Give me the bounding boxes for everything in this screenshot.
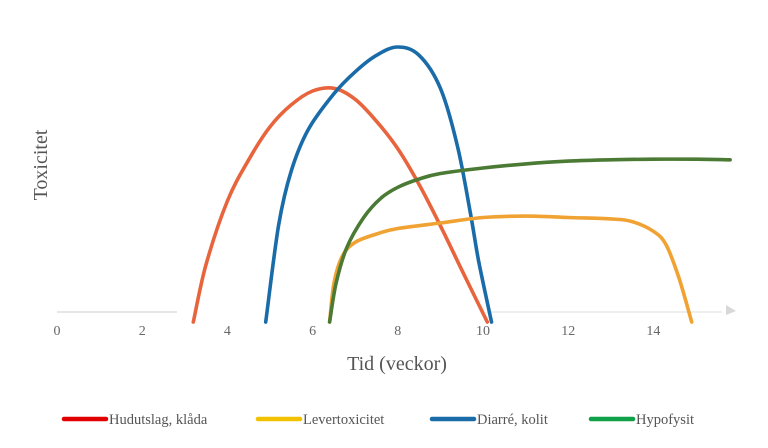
legend-item: Hypofysit — [588, 412, 694, 428]
legend: Hudutslag, klåda Levertoxicitet Diarré, ko… — [61, 412, 694, 428]
legend-item: Levertoxicitet — [255, 412, 384, 428]
x-axis-title: Tid (veckor) — [347, 353, 447, 375]
x-tick-label: 4 — [224, 324, 231, 339]
x-tick-label: 14 — [646, 324, 660, 339]
series-line-1 — [191, 85, 490, 324]
x-tick-label: 0 — [54, 324, 61, 339]
x-tick-label: 12 — [561, 324, 575, 339]
x-tick-label: 8 — [394, 324, 401, 339]
x-tick-labels: 0 2 4 6 8 10 12 14 — [54, 324, 661, 339]
x-tick-label: 2 — [139, 324, 146, 339]
legend-label: Levertoxicitet — [303, 412, 384, 428]
legend-item: Hudutslag, klåda — [61, 412, 208, 428]
plot-lines — [191, 45, 732, 324]
series-line-4 — [327, 157, 732, 324]
legend-label: Hypofysit — [636, 412, 694, 428]
y-axis-title: Toxicitet — [30, 129, 52, 200]
legend-label: Diarré, kolit — [477, 412, 548, 428]
legend-label: Hudutslag, klåda — [109, 412, 208, 428]
x-tick-label: 6 — [309, 324, 316, 339]
x-axis-arrow-icon — [726, 305, 736, 315]
series-line-2 — [327, 214, 694, 324]
legend-item: Diarré, kolit — [429, 412, 548, 428]
series-line-3 — [263, 45, 494, 324]
x-tick-label: 10 — [476, 324, 490, 339]
